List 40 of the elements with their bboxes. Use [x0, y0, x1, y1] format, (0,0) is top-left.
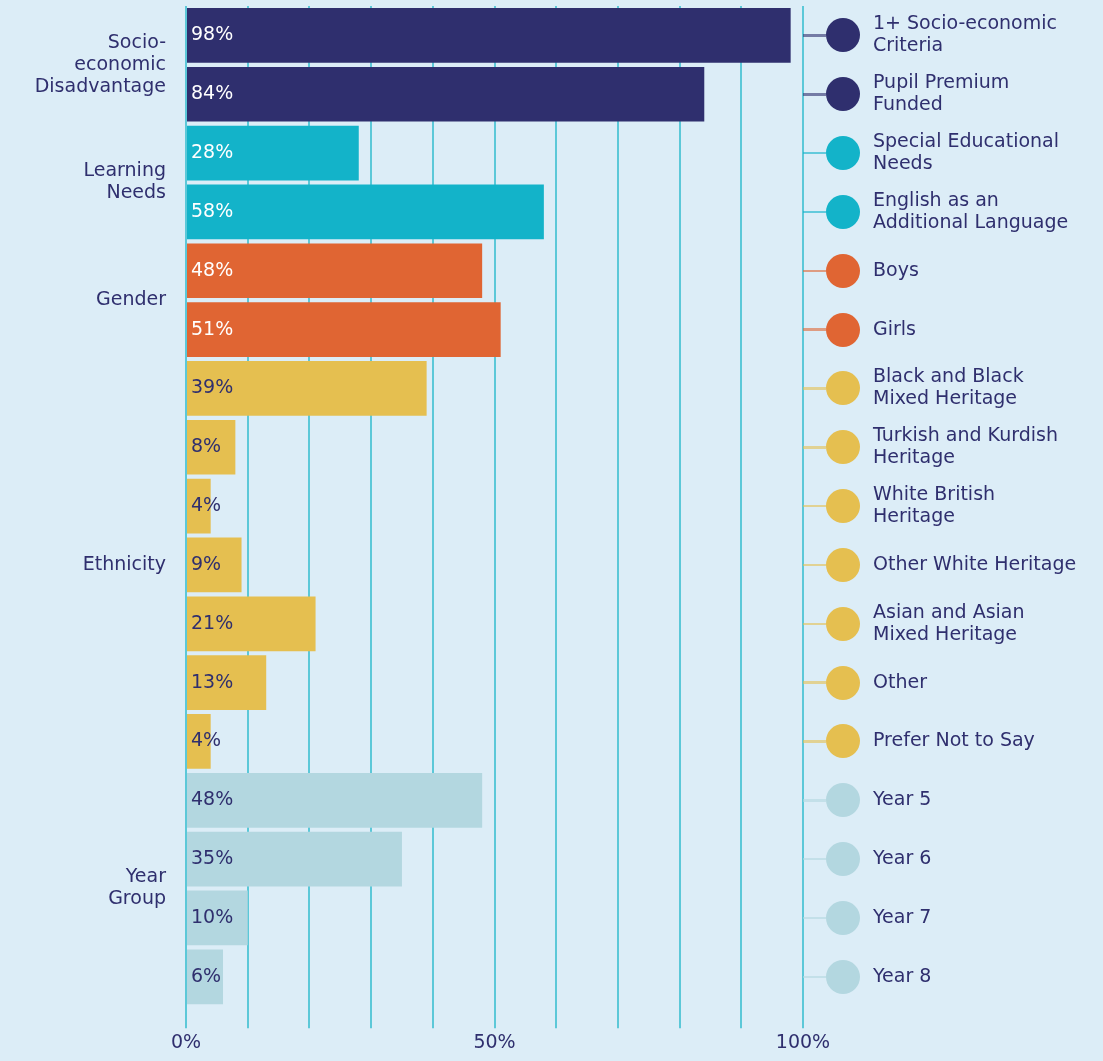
y-tick-label: Black and Black Mixed Heritage: [873, 364, 1024, 409]
data-label: 98%: [191, 22, 234, 45]
x-tick-label: 0%: [170, 1029, 202, 1052]
y-tick-label: Other White Heritage: [873, 551, 1077, 574]
series-label: Socio-economic Disadvantage: [34, 29, 166, 96]
y-tick-label: Girls: [873, 316, 916, 339]
data-label: 48%: [191, 787, 234, 810]
data-label: 51%: [191, 316, 234, 339]
data-label: 39%: [191, 375, 234, 398]
data-label: 8%: [191, 434, 222, 457]
y-tick-label: 1+ Socio-economic Criteria: [873, 11, 1057, 56]
y-tick-label: Boys: [873, 257, 919, 280]
data-label: 58%: [191, 198, 234, 221]
data-label: 35%: [191, 846, 234, 869]
series-label: Learning Needs: [83, 158, 166, 203]
y-tick-label: Year 8: [872, 963, 932, 986]
series-label: Year Group: [108, 864, 167, 909]
y-tick-label: Year 7: [872, 904, 932, 927]
series-label: Gender: [95, 287, 167, 310]
data-label: 6%: [191, 963, 222, 986]
data-label: 9%: [191, 551, 222, 574]
data-label: 84%: [191, 81, 234, 104]
y-tick-label: Year 6: [872, 846, 932, 869]
data-label: 28%: [191, 140, 234, 163]
y-tick-label: White British Heritage: [873, 482, 996, 527]
y-tick-label: Turkish and Kurdish Heritage: [872, 423, 1058, 468]
series-label: Ethnicity: [82, 551, 166, 574]
y-tick-label: Pupil Premium Funded: [873, 70, 1010, 115]
y-tick-label: Prefer Not to Say: [873, 728, 1035, 751]
x-tick-label: 50%: [473, 1029, 516, 1052]
data-label: 21%: [191, 610, 234, 633]
data-label: 10%: [191, 904, 234, 927]
data-label: 48%: [191, 257, 234, 280]
y-tick-label: English as an Additional Language: [873, 187, 1069, 232]
data-label: 13%: [191, 669, 234, 692]
y-tick-label: Special Educational Needs: [873, 129, 1060, 174]
y-tick-label: Asian and Asian Mixed Heritage: [873, 599, 1025, 644]
x-tick-label: 100%: [775, 1029, 831, 1052]
y-tick-label: Other: [873, 669, 928, 692]
y-tick-label: Year 5: [872, 787, 932, 810]
